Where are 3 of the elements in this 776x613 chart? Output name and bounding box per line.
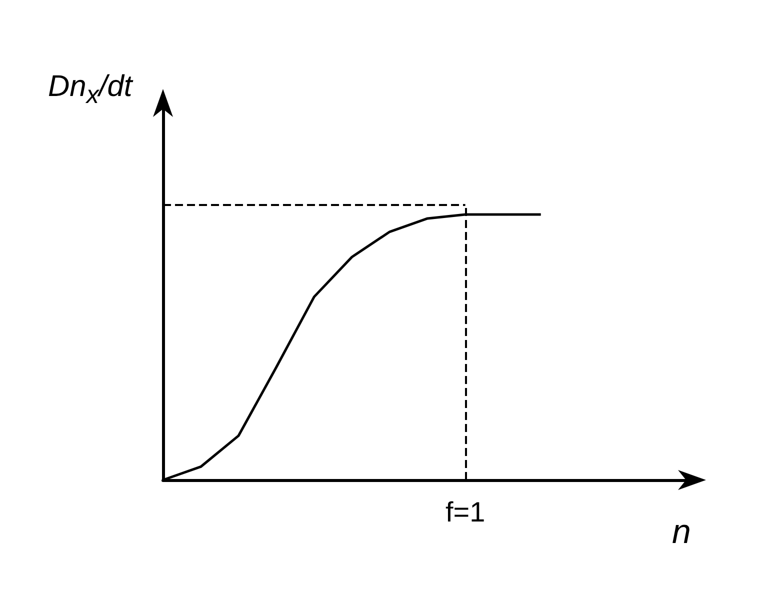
text: f=1	[445, 496, 486, 528]
y-axis-title: Dn$_{x}$/dt	[48, 70, 132, 110]
x-axis-title: n	[672, 513, 691, 552]
